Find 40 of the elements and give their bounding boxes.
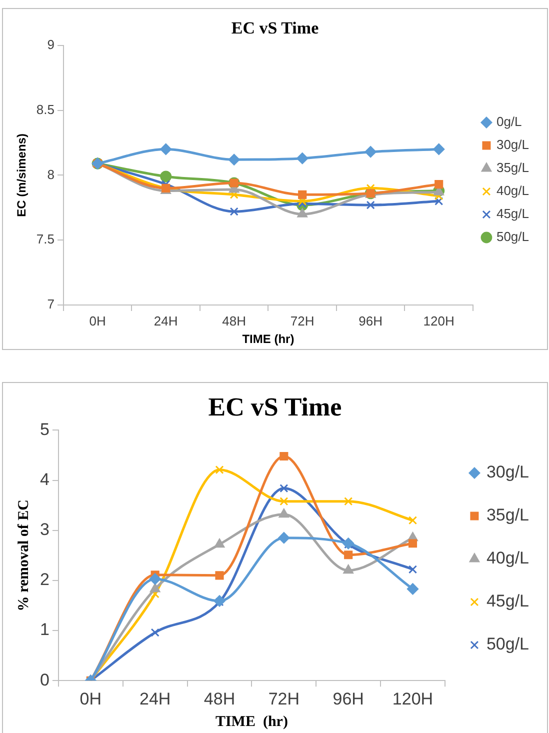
legend-label: 30g/L [496,137,530,152]
y-tick-label: 7.5 [36,232,54,247]
y-tick-label: 8.5 [36,102,54,117]
x-axis-title: TIME (hr) [215,714,288,730]
legend-label: 50g/L [496,229,530,244]
y-tick-label: 5 [40,420,50,439]
x-axis-title: TIME (hr) [242,332,294,346]
legend-label: 40g/L [486,548,530,568]
x-tick-label: 48H [222,313,246,328]
x-tick-label: 120H [423,313,454,328]
chart-title: EC vS Time [231,18,320,38]
x-tick-label: 48H [204,689,236,708]
legend-label: 45g/L [496,206,530,222]
y-tick-label: 0 [40,670,50,690]
x-tick-label: 96H [332,689,364,708]
y-axis-title: % removal of EC [16,500,32,612]
x-tick-label: 120H [392,689,434,708]
x-tick-label: 0H [80,689,102,708]
legend-label: 35g/L [486,506,530,525]
legend-label: 0g/L [496,114,522,130]
legend-label: 40g/L [496,183,530,198]
x-tick-label: 72H [290,313,314,328]
legend-label: 50g/L [486,634,530,654]
y-tick-label: 2 [40,570,50,590]
x-tick-label: 0H [89,313,106,328]
y-tick-label: 4 [40,470,50,489]
y-tick-label: 9 [47,36,54,52]
x-tick-label: 24H [154,313,178,328]
y-tick-label: 7 [47,296,54,312]
x-tick-label: 72H [268,689,300,708]
legend-label: 30g/L [486,462,530,482]
x-tick-label: 24H [139,689,171,708]
y-axis-title: EC (m/simens) [14,134,29,217]
y-tick-label: 1 [40,620,50,640]
y-tick-label: 8 [47,166,54,182]
x-tick-label: 96H [358,313,383,328]
legend-label: 45g/L [486,592,530,611]
legend-label: 35g/L [496,160,530,176]
y-tick-label: 3 [40,520,50,540]
chart-title: EC vS Time [208,392,342,422]
